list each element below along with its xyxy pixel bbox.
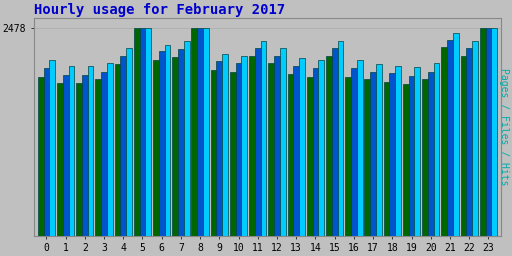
Bar (101, 71, 107, 236)
Bar (57, 83, 63, 236)
Bar (164, 45, 170, 236)
Bar (318, 60, 324, 236)
Bar (312, 68, 318, 236)
Bar (351, 68, 357, 236)
Bar (236, 63, 242, 236)
Text: Hourly usage for February 2017: Hourly usage for February 2017 (34, 3, 285, 17)
Bar (115, 64, 120, 236)
Bar (376, 64, 382, 236)
Bar (203, 28, 209, 236)
Bar (409, 76, 414, 236)
Bar (191, 28, 197, 236)
Bar (422, 79, 428, 236)
Bar (492, 28, 497, 236)
Bar (82, 75, 88, 236)
Bar (414, 67, 420, 236)
Bar (172, 57, 178, 236)
Bar (370, 71, 376, 236)
Bar (145, 28, 151, 236)
Bar (126, 48, 132, 236)
Bar (357, 60, 362, 236)
Bar (159, 51, 164, 236)
Y-axis label: Pages / Files / Hits: Pages / Files / Hits (499, 68, 509, 186)
Bar (480, 28, 485, 236)
Bar (332, 48, 337, 236)
Bar (38, 77, 44, 236)
Bar (63, 75, 69, 236)
Bar (69, 67, 74, 236)
Bar (153, 60, 159, 236)
Bar (255, 48, 261, 236)
Bar (76, 83, 82, 236)
Bar (395, 66, 401, 236)
Bar (434, 63, 439, 236)
Bar (95, 79, 101, 236)
Bar (140, 28, 145, 236)
Bar (211, 70, 217, 236)
Bar (178, 49, 184, 236)
Bar (44, 68, 49, 236)
Bar (242, 56, 247, 236)
Bar (383, 82, 390, 236)
Bar (184, 41, 189, 236)
Bar (222, 54, 228, 236)
Bar (447, 40, 453, 236)
Bar (134, 28, 140, 236)
Bar (293, 66, 299, 236)
Bar (466, 48, 472, 236)
Bar (280, 48, 286, 236)
Bar (453, 33, 459, 236)
Bar (390, 73, 395, 236)
Bar (217, 61, 222, 236)
Bar (274, 56, 280, 236)
Bar (307, 77, 312, 236)
Bar (288, 74, 293, 236)
Bar (261, 40, 266, 236)
Bar (485, 28, 492, 236)
Bar (230, 71, 236, 236)
Bar (428, 71, 434, 236)
Bar (107, 63, 113, 236)
Bar (120, 56, 126, 236)
Bar (49, 60, 55, 236)
Bar (345, 77, 351, 236)
Bar (268, 63, 274, 236)
Bar (299, 58, 305, 236)
Bar (88, 67, 94, 236)
Bar (197, 28, 203, 236)
Bar (365, 79, 370, 236)
Bar (441, 47, 447, 236)
Bar (403, 84, 409, 236)
Bar (337, 40, 344, 236)
Bar (326, 56, 332, 236)
Bar (472, 40, 478, 236)
Bar (460, 56, 466, 236)
Bar (249, 56, 255, 236)
